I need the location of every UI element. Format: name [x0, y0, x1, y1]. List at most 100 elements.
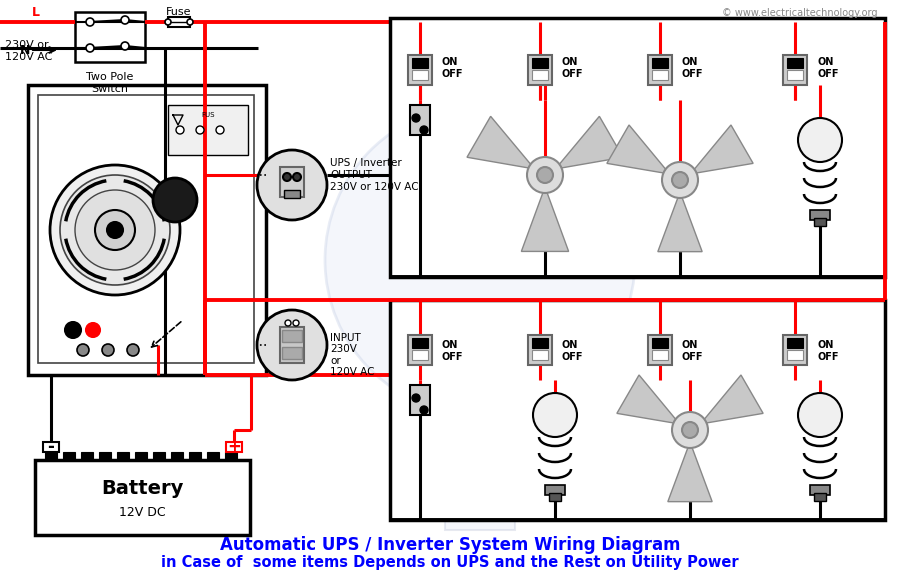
Text: -: -: [48, 438, 54, 456]
Text: ON: ON: [442, 57, 458, 67]
Circle shape: [75, 190, 155, 270]
Bar: [532, 350, 548, 360]
Text: Two Pole
Switch: Two Pole Switch: [86, 72, 134, 93]
Text: OFF: OFF: [817, 69, 839, 79]
Bar: [63, 452, 75, 460]
Text: ON: ON: [442, 340, 458, 350]
Text: 230V or
120V AC: 230V or 120V AC: [5, 40, 52, 61]
Circle shape: [102, 344, 114, 356]
Bar: [652, 70, 668, 80]
Text: +: +: [227, 438, 241, 456]
Circle shape: [662, 162, 698, 198]
Bar: [814, 218, 826, 226]
Text: Fuse: Fuse: [166, 7, 192, 17]
Bar: [81, 452, 93, 460]
Bar: [280, 167, 304, 197]
Circle shape: [540, 170, 550, 180]
Bar: [282, 347, 302, 359]
Bar: [282, 330, 302, 342]
Bar: [45, 452, 57, 460]
Bar: [408, 55, 432, 85]
Bar: [652, 338, 668, 348]
Polygon shape: [521, 187, 569, 251]
Bar: [648, 335, 672, 365]
Circle shape: [95, 210, 135, 250]
Bar: [280, 327, 304, 363]
Bar: [412, 350, 428, 360]
Bar: [284, 190, 300, 198]
Text: ON: ON: [562, 340, 579, 350]
Text: UPS / Inverter
OUTPUT
230V or 120V AC: UPS / Inverter OUTPUT 230V or 120V AC: [330, 158, 419, 191]
Polygon shape: [658, 192, 702, 252]
Circle shape: [798, 118, 842, 162]
Text: OFF: OFF: [682, 69, 704, 79]
Circle shape: [412, 394, 420, 402]
Text: OFF: OFF: [562, 352, 583, 362]
Circle shape: [672, 412, 708, 448]
Circle shape: [682, 422, 698, 438]
Text: ON: ON: [562, 57, 579, 67]
Circle shape: [257, 310, 327, 380]
Bar: [810, 210, 830, 220]
Bar: [412, 58, 428, 68]
Bar: [43, 442, 59, 452]
Circle shape: [535, 165, 555, 185]
Polygon shape: [467, 117, 535, 169]
Circle shape: [325, 105, 635, 415]
Bar: [410, 385, 430, 415]
Polygon shape: [690, 125, 753, 174]
Bar: [532, 70, 548, 80]
Circle shape: [537, 167, 553, 183]
Bar: [189, 452, 201, 460]
Circle shape: [196, 126, 204, 134]
Bar: [390, 300, 885, 520]
Circle shape: [86, 44, 94, 52]
Text: L: L: [32, 5, 40, 19]
Bar: [225, 452, 237, 460]
Circle shape: [257, 150, 327, 220]
Bar: [648, 55, 672, 85]
Bar: [652, 58, 668, 68]
Text: N: N: [20, 44, 31, 56]
Bar: [783, 335, 807, 365]
Bar: [549, 493, 561, 501]
Bar: [783, 55, 807, 85]
Polygon shape: [700, 375, 763, 424]
Circle shape: [153, 178, 197, 222]
Circle shape: [50, 165, 180, 295]
Polygon shape: [668, 442, 712, 502]
Circle shape: [798, 393, 842, 437]
Polygon shape: [555, 117, 623, 169]
Text: ON: ON: [682, 340, 698, 350]
Bar: [787, 350, 803, 360]
Bar: [410, 105, 430, 135]
Circle shape: [165, 19, 171, 25]
Bar: [528, 55, 552, 85]
Bar: [35, 460, 250, 535]
Circle shape: [86, 323, 100, 337]
Text: ON: ON: [817, 57, 833, 67]
Bar: [545, 485, 565, 495]
Circle shape: [86, 18, 94, 26]
Text: OFF: OFF: [682, 352, 704, 362]
Bar: [532, 338, 548, 348]
Circle shape: [60, 175, 170, 285]
Text: 12V DC: 12V DC: [119, 506, 166, 519]
Polygon shape: [607, 125, 670, 174]
Bar: [445, 500, 515, 530]
Bar: [28, 85, 266, 375]
Circle shape: [216, 126, 224, 134]
Bar: [153, 452, 165, 460]
Text: © www.electricaltechnology.org: © www.electricaltechnology.org: [723, 8, 878, 18]
Text: OFF: OFF: [562, 69, 583, 79]
Text: OFF: OFF: [442, 69, 464, 79]
Bar: [75, 12, 145, 62]
Bar: [787, 338, 803, 348]
Circle shape: [187, 19, 193, 25]
Circle shape: [672, 172, 688, 188]
Bar: [168, 17, 190, 27]
Text: OFF: OFF: [442, 352, 464, 362]
Bar: [528, 335, 552, 365]
Bar: [168, 105, 248, 155]
Bar: [787, 58, 803, 68]
